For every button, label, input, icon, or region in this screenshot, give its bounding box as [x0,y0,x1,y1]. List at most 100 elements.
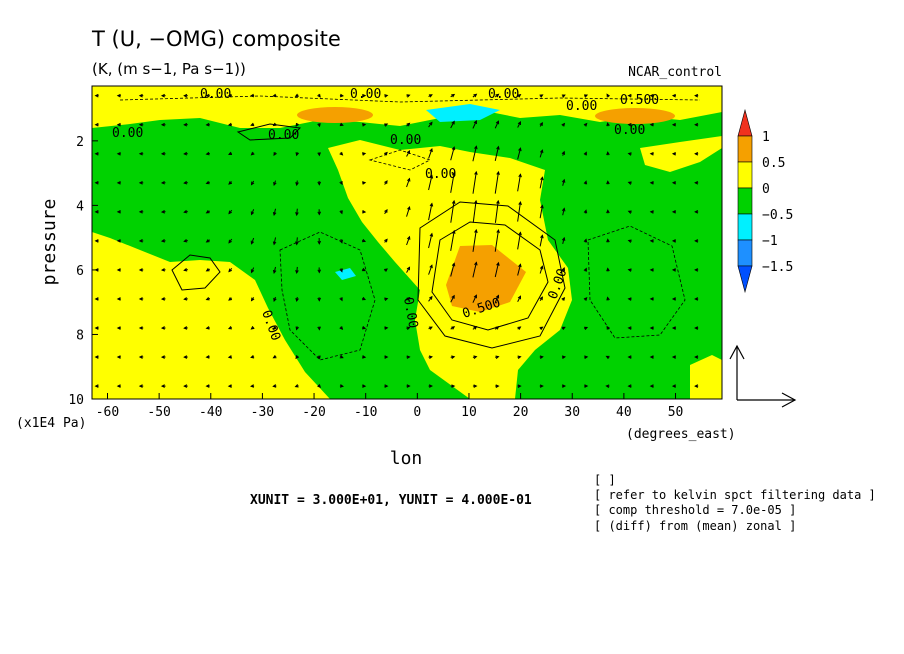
wind-vector-head [116,239,121,243]
wind-vector-head [428,384,433,388]
wind-vector [539,235,543,247]
wind-vector-head [540,234,544,239]
chart-subtitle: (K, (m s−1, Pa s−1)) [92,60,246,78]
note-line: [ (diff) from (mean) zonal ] [594,519,796,533]
wind-vector-head [160,209,166,214]
wind-vector-head [250,211,255,216]
wind-vector-head [671,239,676,243]
wind-vector [296,237,298,245]
wind-vector-head [694,93,699,98]
wind-vector-head [228,268,232,273]
wind-vector-head [649,122,654,127]
wind-vector-head [317,355,321,360]
wind-vector-head [116,210,121,214]
wind-vector-head [250,269,255,274]
wind-vector-head [606,325,610,330]
wind-vector-head [205,297,210,301]
x-tick-label: -40 [199,405,222,420]
x-axis-label: lon [390,448,423,469]
wind-vector-head [406,122,411,127]
wind-vector-head [273,297,277,302]
y-tick-label: 6 [76,264,84,279]
wind-vector-head [496,145,500,150]
wind-vector [428,175,433,191]
wind-vector-head [94,326,99,330]
wind-vector-head [384,326,389,330]
wind-vector-head [518,231,522,236]
wind-vector-head [183,384,188,388]
wind-vector-head [517,94,522,98]
wind-vector-head [205,384,210,388]
wind-vector-head [160,122,165,127]
wind-vector-head [138,122,143,127]
wind-vector-head [518,147,522,152]
plot-area [92,86,722,399]
wind-vector-head [361,238,367,243]
plot-frame [91,85,723,400]
wind-vector-head [138,297,143,301]
wind-vector-head [205,355,210,359]
colorbar-segment [737,213,753,241]
wind-vector-head [160,297,165,301]
contour-label: 0.00 [400,296,420,329]
wind-vector-head [583,267,587,272]
x-tick-label: 40 [616,405,632,420]
wind-vector [494,295,499,303]
wind-vector-head [295,269,299,275]
colorbar-label: 0.5 [762,156,785,171]
wind-vector-head [339,122,344,127]
cold-anomaly-fill [335,268,356,280]
wind-vector-head [451,199,456,204]
wind-vector-head [406,235,411,240]
wind-vector-head [183,180,188,185]
wind-vector-head [361,267,366,272]
wind-vector-head [116,122,121,127]
wind-vector-head [429,232,434,237]
y-axis: 2 4 6 8 10 [68,135,98,408]
wind-vector-head [183,326,188,330]
wind-vector-head [295,122,300,127]
wind-vector-head [250,325,255,330]
colorbar-extend-max [737,108,753,137]
wind-vector-head [406,296,411,301]
wind-vector-head [160,180,165,185]
wind-vector-head [250,384,255,388]
wind-vector-head [539,265,544,270]
wind-vector-head [561,122,566,127]
wind-vector-head [228,297,233,301]
wind-vector-head [294,93,299,97]
wind-vector-head [94,151,99,156]
wind-vector-head [295,212,299,217]
wind-vector-head [94,239,99,243]
wind-vector-head [561,207,566,212]
wind-vector-head [451,229,456,234]
wind-vector-head [694,384,699,388]
wind-vector-head [540,176,544,181]
wind-vector-head [561,150,566,155]
wind-vector [539,150,543,158]
wind-vector-head [694,151,699,156]
wind-vector-head [518,201,522,206]
wind-vector-head [183,355,188,359]
wind-vector-head [606,151,610,156]
wind-vector-head [250,355,255,359]
wind-vector-head [384,151,388,156]
wind-vector-head [671,181,676,185]
wind-vector [517,264,521,276]
wind-vector-head [496,261,500,266]
wind-vector-head [294,384,299,388]
y-tick-label: 8 [76,328,84,343]
wind-vector-head [183,297,188,301]
wind-vector-head [183,151,188,156]
wind-vector-head [627,355,632,359]
wind-vector-head [250,122,255,127]
wind-vector-head [384,123,389,127]
wind-vector-head [429,121,433,126]
wind-vector-head [473,325,478,330]
wind-vector-head [94,355,99,359]
wind-vector-head [627,152,632,156]
x-tick-label: 50 [668,405,684,420]
wind-vector [539,266,543,274]
wind-vector-head [272,355,277,359]
wind-vector-head [138,355,143,359]
